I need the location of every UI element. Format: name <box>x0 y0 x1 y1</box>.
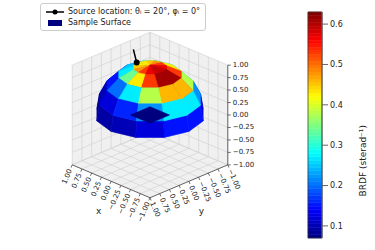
svg-text:0.50: 0.50 <box>167 192 182 210</box>
svg-text:0.25: 0.25 <box>233 99 249 107</box>
svg-text:0.2: 0.2 <box>330 181 343 190</box>
svg-text:−0.25: −0.25 <box>106 188 123 212</box>
svg-text:y: y <box>199 206 205 216</box>
svg-text:0.5: 0.5 <box>330 60 343 69</box>
svg-text:0.75: 0.75 <box>158 196 172 215</box>
svg-text:−1.00: −1.00 <box>233 161 254 169</box>
svg-text:0.75: 0.75 <box>70 172 84 190</box>
html-text:Source location: θᵢ = 20°, φᵢ: Source location: θᵢ = 20°, φᵢ = 0° <box>68 7 200 16</box>
svg-text:0.00: 0.00 <box>233 111 249 119</box>
svg-text:BRDF (sterad⁻¹): BRDF (sterad⁻¹) <box>358 125 367 196</box>
svg-text:−1.00: −1.00 <box>226 167 242 191</box>
svg-text:−0.50: −0.50 <box>206 176 223 199</box>
svg-text:0.75: 0.75 <box>233 74 249 82</box>
svg-text:1.00: 1.00 <box>61 168 74 185</box>
svg-text:0.50: 0.50 <box>233 86 249 94</box>
svg-text:−0.50: −0.50 <box>233 136 254 144</box>
svg-text:0.25: 0.25 <box>177 188 191 206</box>
svg-text:−0.75: −0.75 <box>233 148 254 156</box>
svg-text:x: x <box>96 206 102 216</box>
svg-text:0.4: 0.4 <box>330 101 343 110</box>
svg-text:0.6: 0.6 <box>330 20 343 29</box>
svg-text:−0.50: −0.50 <box>116 192 133 216</box>
svg-text:0.25: 0.25 <box>89 180 104 198</box>
html-text:Sample Surface: Sample Surface <box>68 18 131 27</box>
svg-text:−0.25: −0.25 <box>197 180 213 203</box>
svg-text:1.00: 1.00 <box>233 61 249 69</box>
svg-text:0.3: 0.3 <box>330 141 343 150</box>
svg-text:−1.00: −1.00 <box>136 200 152 224</box>
svg-text:0.00: 0.00 <box>187 184 201 202</box>
svg-text:−0.75: −0.75 <box>216 172 232 195</box>
svg-text:0.00: 0.00 <box>99 184 113 202</box>
svg-text:−0.25: −0.25 <box>233 123 254 131</box>
svg-text:−0.75: −0.75 <box>126 196 142 220</box>
svg-text:0.1: 0.1 <box>330 222 343 231</box>
svg-text:1.00: 1.00 <box>148 201 161 218</box>
svg-text:0.50: 0.50 <box>80 176 94 194</box>
